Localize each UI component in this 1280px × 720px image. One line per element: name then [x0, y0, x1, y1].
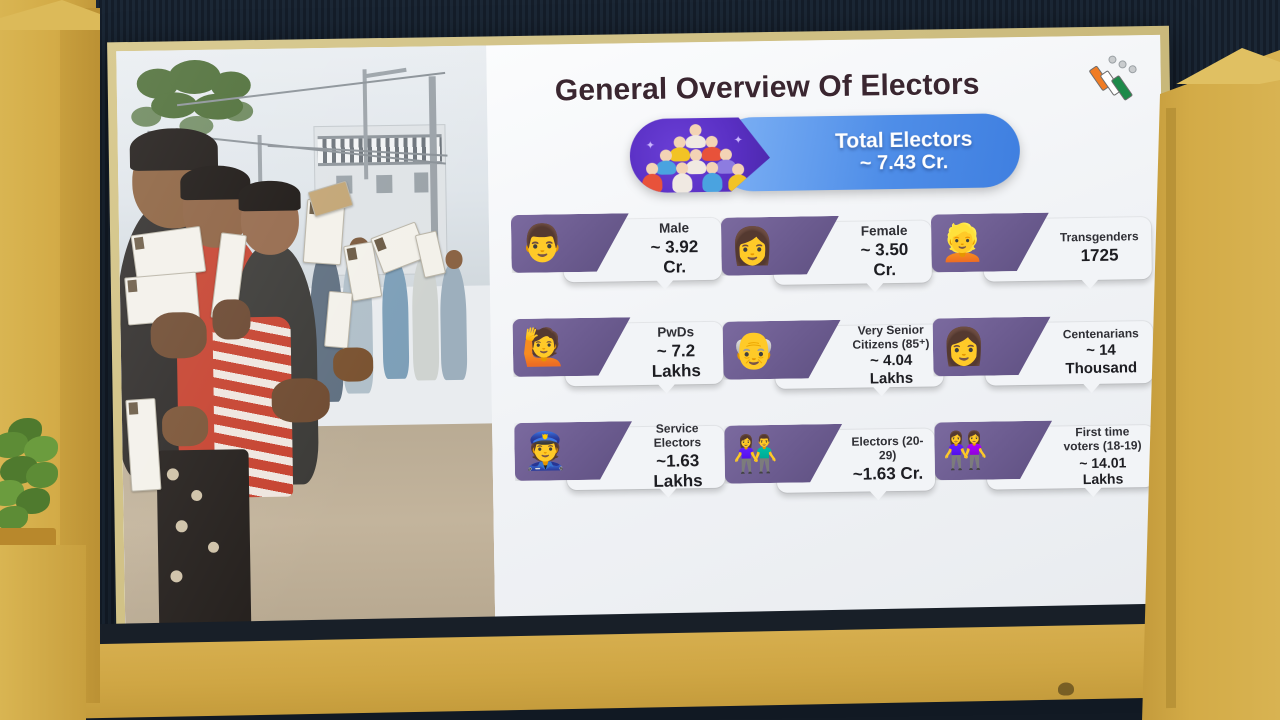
stat-card-male: 👨 Male ~ 3.92 Cr. [511, 212, 722, 291]
stat-label: Very Senior Citizens (85⁺) [852, 322, 930, 352]
stat-card-electors-20-29: 👫 Electors (20-29) ~1.63 Cr. [724, 422, 936, 501]
slide-panel: General Overview Of Electors ✦ [486, 34, 1170, 664]
stat-label: Female [860, 223, 908, 239]
stat-card-very-senior-citizens: 👴 Very Senior Citizens (85⁺) ~ 4.04 Lakh… [723, 318, 944, 397]
stat-card-grid: 👨 Male ~ 3.92 Cr. 👩 Female ~ 3.50 Cr. [511, 205, 1156, 505]
total-electors-banner: ✦ ✦ [629, 113, 1021, 193]
stat-card-first-time-voters: 👭 First time voters (18-19) ~ 14.01 Lakh… [934, 419, 1156, 498]
young-adults-icon: 👫 [732, 432, 779, 475]
stat-value: ~1.63 Cr. [852, 463, 924, 484]
stat-value: ~ 14 Thousand [1065, 342, 1138, 378]
stat-label: PwDs [657, 324, 695, 341]
stat-label: Electors (20-29) [851, 433, 924, 463]
stat-label: First time voters (18-19) [1063, 424, 1142, 454]
stat-value: ~1.63 Lakhs [653, 451, 703, 492]
total-electors-label: Total Electors [834, 127, 973, 153]
male-face-icon: 👨 [519, 222, 566, 264]
stat-card-transgenders: 👱 Transgenders 1725 [931, 211, 1152, 290]
stat-value: ~ 14.01 Lakhs [1079, 454, 1127, 488]
uniformed-officer-icon: 👮 [522, 430, 569, 472]
stat-label: Service Electors [653, 421, 702, 450]
led-screen-surface: General Overview Of Electors ✦ [116, 34, 1170, 670]
stat-value: ~ 3.92 Cr. [650, 237, 699, 277]
total-electors-value: ~ 7.43 Cr. [859, 151, 949, 175]
right-pillar [1142, 50, 1280, 720]
female-face-icon: 👩 [729, 224, 776, 267]
page-title: General Overview Of Electors [554, 67, 980, 108]
stat-value: ~ 7.2 Lakhs [651, 341, 702, 382]
stat-label: Transgenders [1059, 229, 1139, 245]
stat-card-service-electors: 👮 Service Electors ~1.63 Lakhs [514, 420, 726, 499]
elderly-couple-icon: 👴 [731, 328, 777, 371]
stat-value: ~ 3.50 Cr. [860, 239, 909, 280]
stat-label: Centenarians [1062, 325, 1139, 341]
stat-card-female: 👩 Female ~ 3.50 Cr. [721, 214, 932, 293]
right-pillar-edge [1166, 107, 1176, 709]
led-screen-frame: General Overview Of Electors ✦ [107, 25, 1179, 679]
election-commission-of-india-logo [1088, 55, 1139, 102]
total-electors-text: Total Electors ~ 7.43 Cr. [798, 127, 1011, 177]
decorative-plant [0, 418, 62, 538]
person-with-walker-icon: 👩 [941, 325, 987, 368]
total-electors-row: ✦ ✦ [509, 111, 1140, 195]
stat-card-centenarians: 👩 Centenarians ~ 14 Thousand [933, 315, 1154, 394]
transgender-person-icon: 👱 [939, 221, 986, 264]
voter-id-card [324, 290, 353, 349]
wheelchair-person-icon: 🙋 [521, 326, 567, 368]
stat-value: ~ 4.04 Lakhs [869, 352, 914, 388]
voters-photo [116, 45, 496, 670]
stat-value: 1725 [1080, 245, 1119, 266]
stat-card-pwds: 🙋 PwDs ~ 7.2 Lakhs [512, 316, 724, 395]
stat-label: Male [658, 220, 690, 237]
voter-id-card [125, 397, 162, 492]
two-teens-icon: 👭 [942, 429, 989, 472]
left-ledge [0, 545, 86, 720]
